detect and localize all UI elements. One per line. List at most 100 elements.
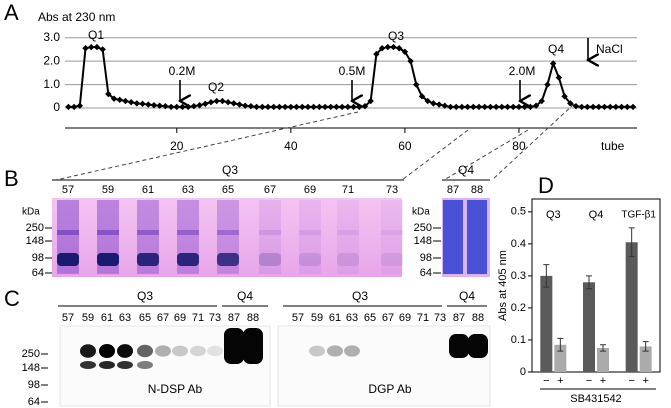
x-tick-label: 40 bbox=[284, 139, 298, 153]
point bbox=[327, 103, 334, 111]
point bbox=[259, 103, 266, 111]
point bbox=[521, 103, 528, 111]
lane-label: 59 bbox=[102, 184, 114, 196]
blot-band bbox=[309, 345, 325, 357]
x-tick-label: 80 bbox=[512, 139, 526, 153]
lane-label: 57 bbox=[62, 312, 74, 324]
blot-band bbox=[344, 345, 360, 357]
series-label: + bbox=[557, 375, 563, 387]
point bbox=[350, 103, 357, 111]
blot-band bbox=[172, 345, 188, 357]
gel-band bbox=[217, 253, 239, 266]
point bbox=[156, 102, 163, 109]
point bbox=[207, 98, 215, 106]
y-tick-label: 0.3 bbox=[511, 270, 526, 282]
x-axis-label: SB431542 bbox=[570, 393, 621, 405]
blot-band bbox=[155, 345, 171, 357]
point bbox=[299, 103, 306, 111]
point bbox=[281, 103, 289, 111]
point bbox=[390, 43, 397, 51]
blot-band bbox=[117, 361, 133, 369]
connector bbox=[55, 111, 359, 181]
point bbox=[236, 101, 243, 108]
blot-band bbox=[80, 361, 96, 369]
y-tick-label: 0.5 bbox=[511, 206, 526, 218]
gel-lane bbox=[467, 200, 487, 274]
x-axis-label: tube bbox=[601, 139, 625, 153]
point bbox=[578, 103, 585, 111]
blot-band bbox=[190, 345, 206, 357]
group-label: Q4 bbox=[458, 163, 474, 177]
connector bbox=[491, 103, 575, 181]
point bbox=[310, 103, 317, 111]
point bbox=[481, 103, 488, 111]
y-tick-label: 0 bbox=[520, 366, 526, 378]
blot-band bbox=[243, 328, 263, 364]
gel-band bbox=[299, 230, 321, 235]
point bbox=[127, 98, 135, 106]
blot-band bbox=[117, 344, 133, 358]
point bbox=[316, 103, 323, 111]
y-tick-label: 1.0 bbox=[43, 77, 60, 91]
group-label: Q3 bbox=[137, 289, 153, 303]
panel-c: C Q3 Q4 57 59 61 63 65 67 69 71 73 87 88 N-DSP Ab Q3 Q4 5… bbox=[4, 286, 491, 408]
lane-label: 67 bbox=[382, 312, 394, 324]
series-label: + bbox=[642, 375, 648, 387]
panel-letter: D bbox=[538, 173, 554, 198]
point bbox=[487, 103, 494, 111]
point bbox=[230, 100, 238, 107]
point bbox=[356, 103, 363, 111]
blot-band bbox=[449, 334, 469, 358]
point bbox=[344, 103, 352, 111]
point bbox=[424, 97, 431, 105]
point bbox=[413, 81, 420, 88]
point bbox=[624, 103, 631, 111]
lane-label: 65 bbox=[139, 312, 151, 324]
point bbox=[453, 103, 460, 111]
point bbox=[395, 45, 403, 52]
annotation: Q4 bbox=[548, 42, 564, 56]
gel-band bbox=[217, 230, 239, 235]
lane-label: 61 bbox=[101, 312, 113, 324]
point bbox=[401, 48, 409, 55]
point bbox=[589, 103, 597, 111]
panel-a: A Abs at 230 nm 0 1.0 2.0 3.0 20 40 60 80 tube Q1 Q2… bbox=[4, 0, 637, 153]
point bbox=[475, 103, 483, 111]
panel-letter: C bbox=[4, 286, 20, 311]
error-bar bbox=[586, 275, 592, 290]
point bbox=[219, 97, 226, 105]
lane-label: 59 bbox=[311, 312, 323, 324]
annotation: Q2 bbox=[208, 80, 224, 94]
x-tick-label: 60 bbox=[398, 139, 412, 153]
lane-label: 61 bbox=[142, 184, 154, 196]
bar bbox=[597, 347, 609, 372]
y-tick-label: 0.4 bbox=[511, 238, 526, 250]
lane-label: 88 bbox=[247, 312, 259, 324]
point bbox=[510, 103, 517, 111]
point bbox=[601, 103, 608, 111]
lane-label: 71 bbox=[342, 184, 354, 196]
lane-label: 67 bbox=[157, 312, 169, 324]
annotation: 2.0M bbox=[509, 64, 536, 78]
lane-label: 87 bbox=[228, 312, 240, 324]
point bbox=[122, 97, 129, 105]
marker-label: 250 bbox=[26, 222, 44, 234]
point bbox=[555, 74, 563, 81]
point bbox=[190, 102, 198, 110]
point bbox=[464, 103, 471, 111]
point bbox=[253, 103, 260, 111]
point bbox=[618, 103, 625, 111]
marker-label: 250 bbox=[414, 222, 432, 234]
point bbox=[361, 102, 369, 110]
lane-label: 87 bbox=[453, 312, 465, 324]
gel-band bbox=[381, 253, 403, 266]
error-bar bbox=[642, 341, 649, 352]
point bbox=[458, 103, 466, 111]
unit-label: kDa bbox=[22, 207, 40, 218]
point bbox=[224, 98, 232, 106]
lane-label: 73 bbox=[209, 312, 221, 324]
point bbox=[65, 103, 72, 111]
point bbox=[584, 103, 591, 111]
series-label: − bbox=[543, 375, 549, 387]
